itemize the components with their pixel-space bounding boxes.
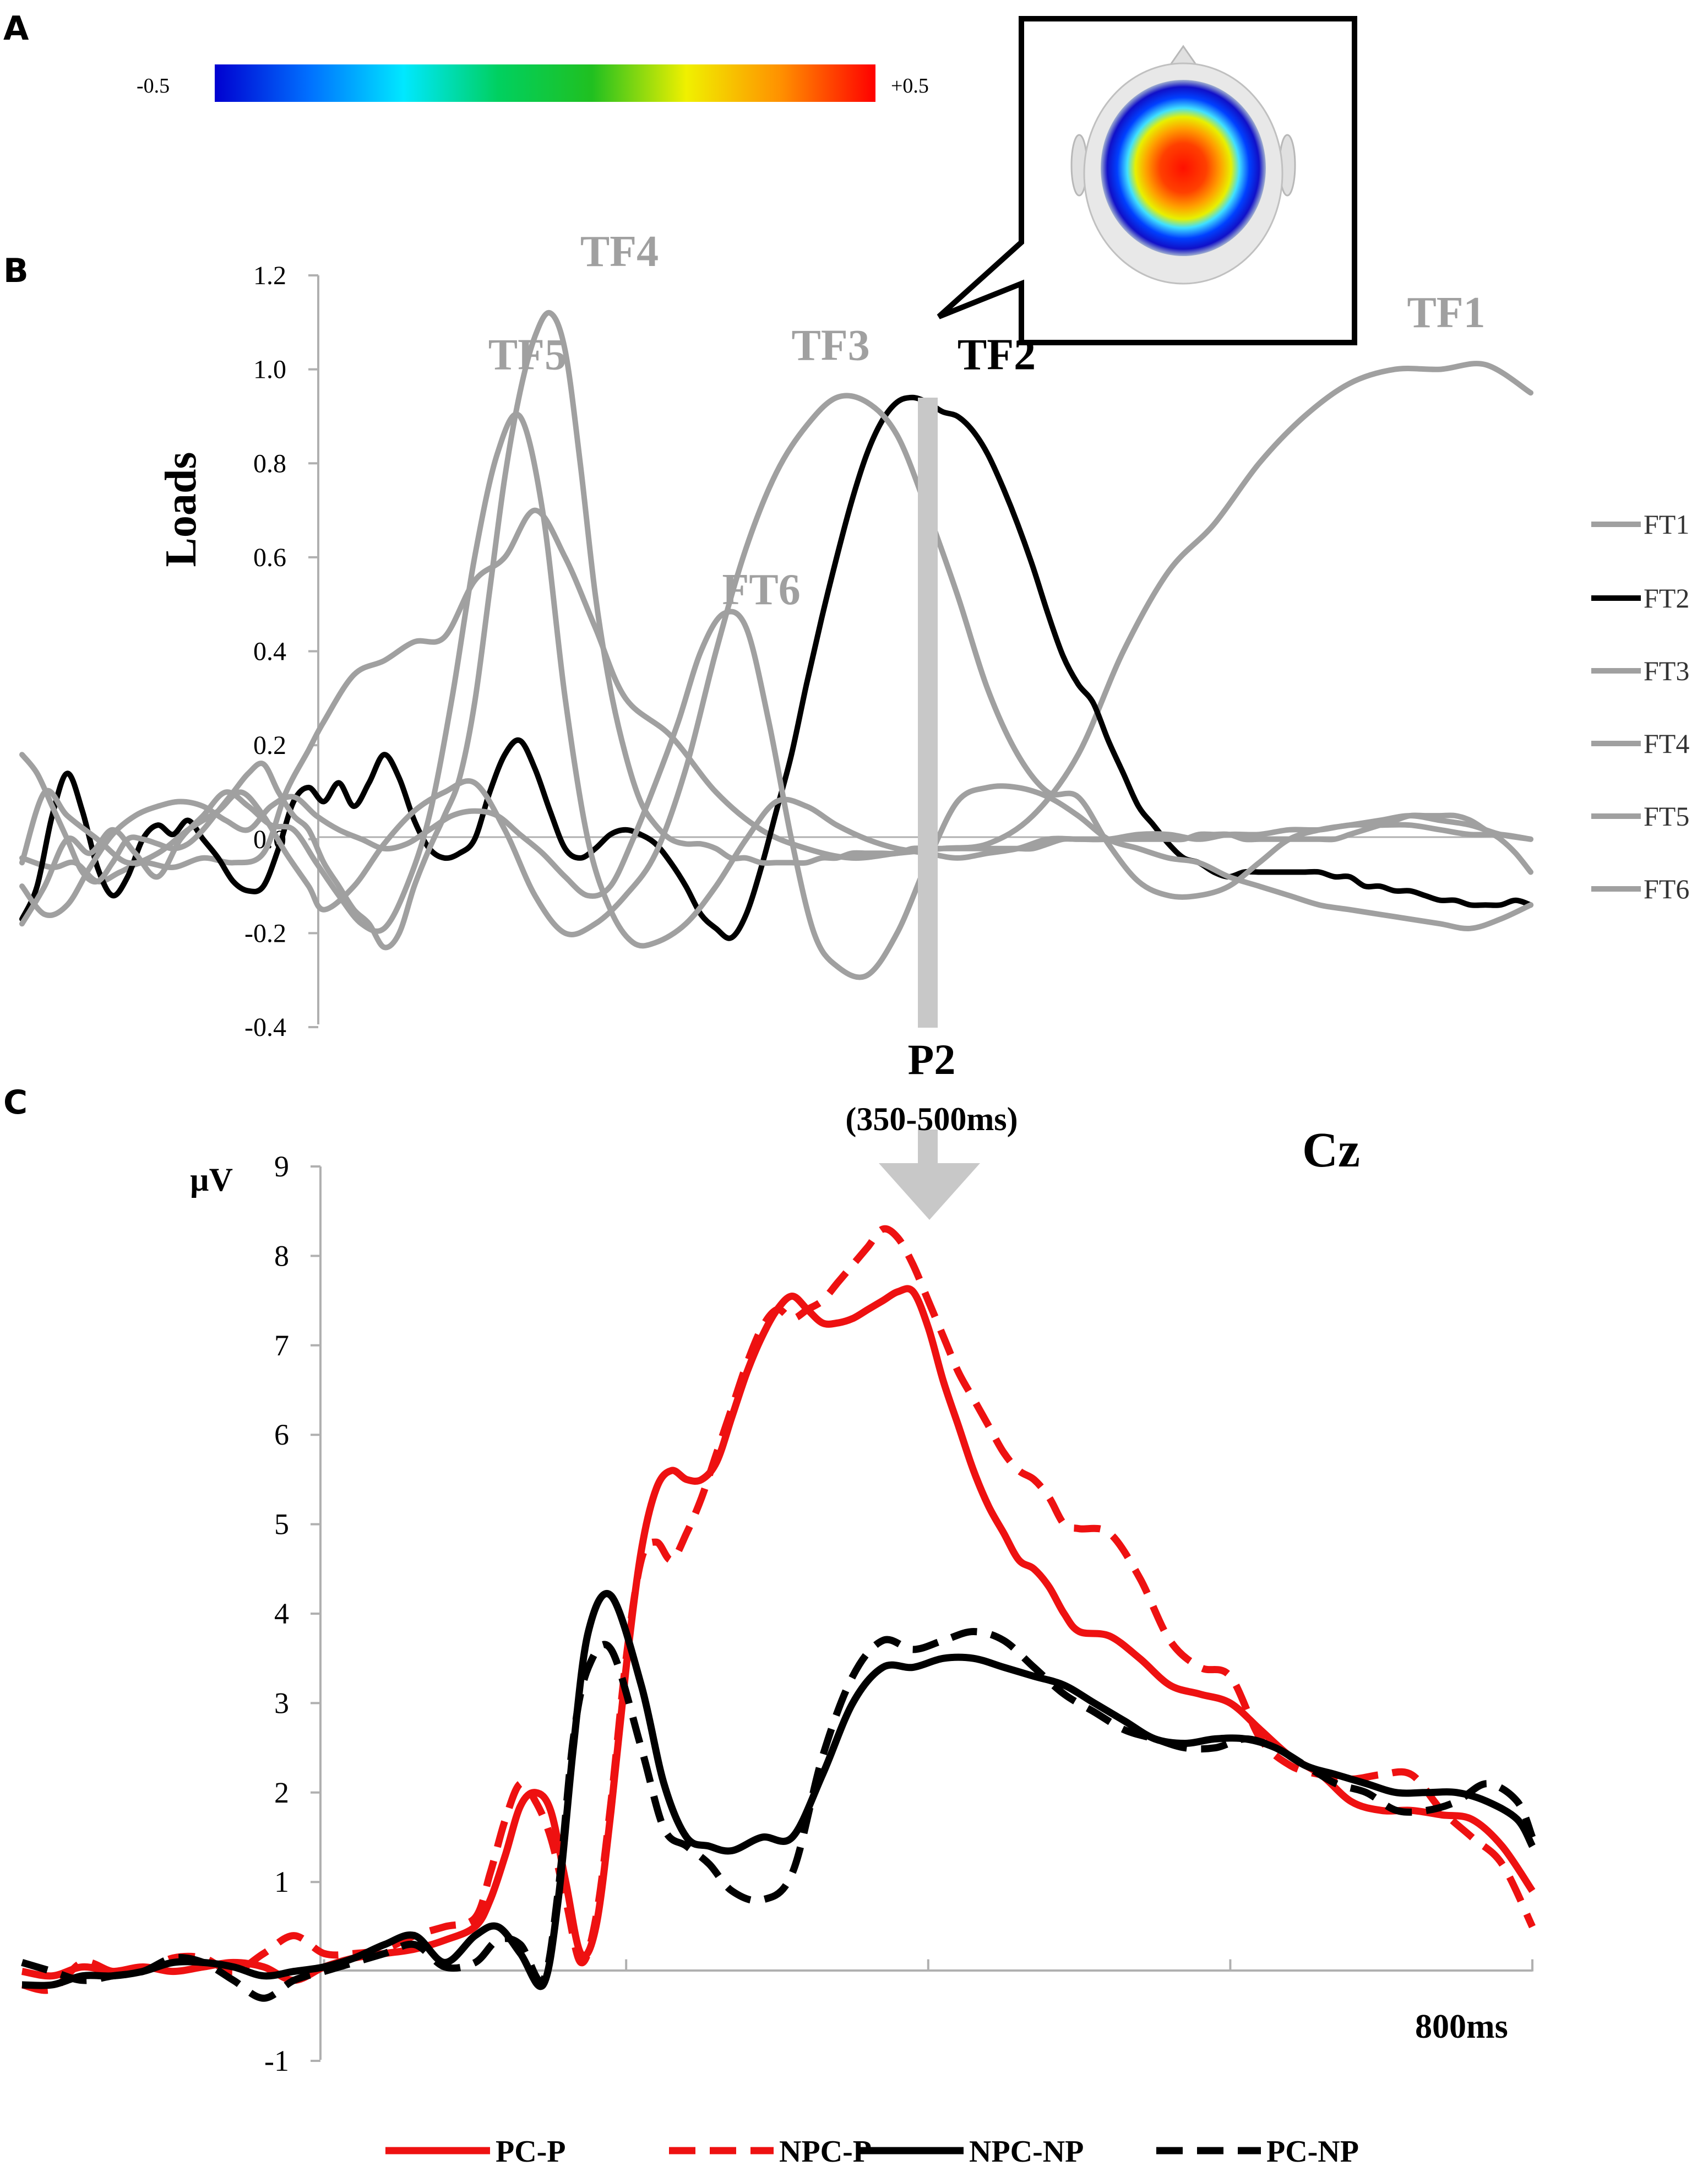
legend-label-ft3: FT3 xyxy=(1644,655,1689,686)
scalp-topography-map xyxy=(1070,45,1296,285)
legend-label-npc-p: NPC-P xyxy=(779,2135,872,2169)
topography-callout xyxy=(937,16,1357,345)
y-tick-label-c: 9 xyxy=(274,1150,289,1183)
peak-label-ft6: FT6 xyxy=(722,566,800,614)
legend-label-ft5: FT5 xyxy=(1644,801,1689,832)
y-tick-label-c: 8 xyxy=(274,1239,289,1272)
colorbar-max-label: +0.5 xyxy=(891,74,929,97)
panel-label-a: A xyxy=(3,9,29,48)
y-tick-label-b: 0.8 xyxy=(253,449,286,478)
series-line-ft4 xyxy=(19,310,1533,951)
series-line-npc-p xyxy=(21,1225,1536,1994)
chart-title-cz: Cz xyxy=(1302,1123,1360,1177)
y-tick-label-c: 1 xyxy=(274,1865,289,1898)
legend-label-npc-np: NPC-NP xyxy=(969,2135,1084,2169)
x-end-label: 800ms xyxy=(1415,2008,1508,2045)
y-tick-label-c: 5 xyxy=(274,1508,289,1541)
p2-arrow-label: P2 xyxy=(908,1035,956,1083)
y-tick-label-c: -1 xyxy=(264,2044,289,2077)
panel-label-c: C xyxy=(3,1083,28,1122)
series-line-npc-np xyxy=(21,1590,1536,1990)
y-tick-label-b: 1.0 xyxy=(253,355,286,384)
y-axis-label-b: Loads xyxy=(157,452,205,567)
series-line-pc-p xyxy=(21,1285,1536,1984)
colorbar-min-label: -0.5 xyxy=(137,74,170,97)
peak-label-tf2: TF2 xyxy=(958,331,1036,379)
y-tick-label-b: 0.2 xyxy=(253,731,286,760)
legend-label-ft4: FT4 xyxy=(1644,728,1689,759)
y-tick-label-b: 0.6 xyxy=(253,543,286,572)
y-tick-label-b: -0.2 xyxy=(244,919,286,948)
y-tick-label-b: 0.4 xyxy=(253,637,286,666)
y-tick-label-b: 1.2 xyxy=(253,261,286,290)
legend-label-ft1: FT1 xyxy=(1644,509,1689,540)
series-line-ft5 xyxy=(19,411,1533,949)
series-line-pc-np xyxy=(21,1628,1536,2002)
p2-arrow-sublabel: (350-500ms) xyxy=(845,1101,1018,1137)
p2-arrow: P2 (350-500ms) xyxy=(845,398,1018,1220)
colorbar: -0.5 +0.5 xyxy=(137,64,929,102)
y-tick-label-c: 7 xyxy=(274,1329,289,1362)
panel-label-b: B xyxy=(3,252,29,290)
peak-label-tf1: TF1 xyxy=(1407,289,1485,337)
peak-label-tf5: TF5 xyxy=(488,331,567,379)
temporal-factors-chart: -0.4-0.20.00.20.40.60.81.01.2 Loads TF5T… xyxy=(19,227,1689,1042)
y-tick-label-c: 3 xyxy=(274,1686,289,1719)
y-tick-label-b: -0.4 xyxy=(244,1013,286,1042)
y-tick-label-c: 4 xyxy=(274,1597,289,1630)
series-line-ft3 xyxy=(19,393,1533,937)
y-axis-label-c: µV xyxy=(190,1162,233,1198)
legend-label-ft6: FT6 xyxy=(1644,873,1689,904)
colorbar-gradient xyxy=(215,64,875,102)
series-line-ft2 xyxy=(19,394,1533,941)
erp-chart: -1 1 2 3 4 5 6 7 8 9 µV Cz 800ms PC-P NPC-P NPC-NP P… xyxy=(21,1123,1536,2169)
peak-label-tf4: TF4 xyxy=(580,227,659,276)
series-line-ft6 xyxy=(19,609,1533,980)
peak-label-tf3: TF3 xyxy=(792,322,870,370)
series-line-ft1 xyxy=(19,361,1533,884)
y-tick-label-c: 6 xyxy=(274,1418,289,1451)
legend-label-ft2: FT2 xyxy=(1644,583,1689,614)
y-tick-label-c: 2 xyxy=(274,1776,289,1809)
legend-label-pc-p: PC-P xyxy=(496,2135,566,2169)
legend-label-pc-np: PC-NP xyxy=(1266,2135,1359,2169)
